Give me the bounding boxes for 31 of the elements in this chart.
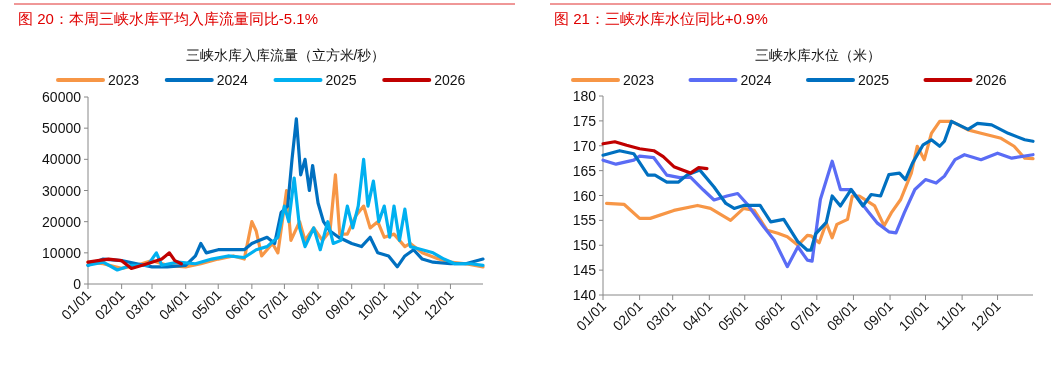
y-tick-label: 60000 bbox=[42, 89, 82, 105]
chart-subtitle: 三峡水库入库流量（立方米/秒） bbox=[185, 47, 386, 63]
y-tick-label: 40000 bbox=[42, 151, 82, 168]
y-tick-label: 20000 bbox=[42, 213, 82, 230]
line-series bbox=[86, 251, 183, 271]
y-tick-label: 165 bbox=[572, 162, 597, 179]
legend-label: 2023 bbox=[623, 72, 655, 88]
y-tick-label: 10000 bbox=[42, 244, 82, 261]
legend-label: 2026 bbox=[434, 72, 466, 88]
chart-subtitle: 三峡水库水位（米） bbox=[755, 47, 881, 63]
legend-label: 2023 bbox=[108, 72, 140, 88]
line-series bbox=[601, 140, 709, 175]
y-tick-label: 50000 bbox=[42, 120, 82, 137]
line-series bbox=[601, 151, 1035, 269]
legend-label: 2024 bbox=[740, 72, 772, 88]
chart-title: 图 20：本周三峡水库平均入库流量同比-5.1% bbox=[18, 10, 319, 27]
y-tick-label: 0 bbox=[73, 276, 82, 292]
y-tick-label: 140 bbox=[572, 287, 597, 303]
legend-label: 2025 bbox=[858, 72, 890, 88]
legend-label: 2025 bbox=[325, 72, 357, 88]
y-tick-label: 155 bbox=[572, 212, 597, 229]
y-tick-label: 145 bbox=[572, 262, 597, 279]
y-tick-label: 170 bbox=[572, 137, 597, 154]
y-tick-label: 180 bbox=[572, 88, 597, 104]
y-tick-label: 175 bbox=[572, 112, 597, 129]
y-tick-label: 150 bbox=[572, 237, 597, 254]
legend-label: 2026 bbox=[975, 72, 1007, 88]
chart-title: 图 21：三峡水库水位同比+0.9% bbox=[554, 10, 768, 27]
y-tick-label: 30000 bbox=[42, 182, 82, 199]
legend-label: 2024 bbox=[216, 72, 249, 88]
y-tick-label: 160 bbox=[572, 187, 597, 204]
